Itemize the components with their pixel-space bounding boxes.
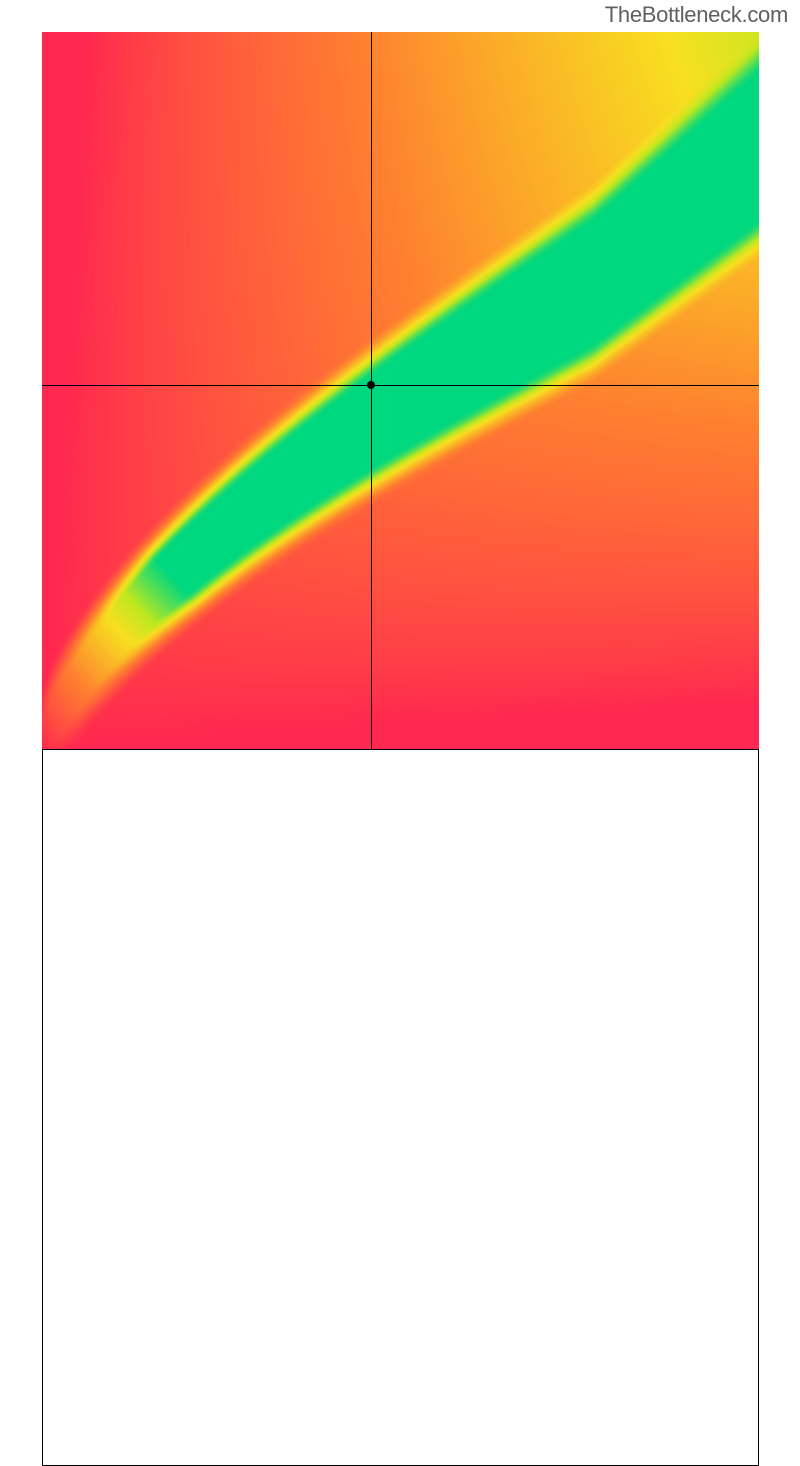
crosshair-dot [367, 381, 375, 389]
crosshair-vertical [371, 32, 372, 749]
crosshair-horizontal [42, 385, 759, 386]
watermark-text: TheBottleneck.com [605, 2, 788, 28]
chart-container: TheBottleneck.com [0, 0, 800, 800]
heatmap-canvas [42, 32, 759, 749]
bottleneck-heatmap [42, 32, 759, 749]
chart-frame [42, 749, 759, 1466]
